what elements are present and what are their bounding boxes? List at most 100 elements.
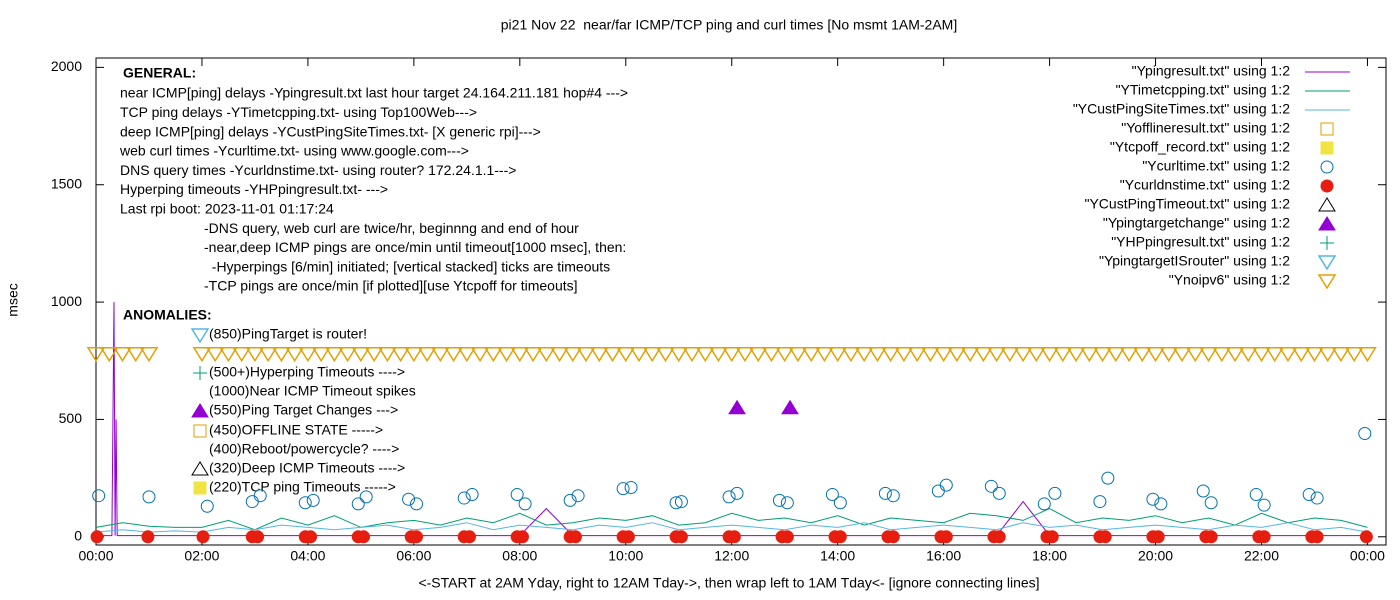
data-point xyxy=(788,346,808,363)
anomaly-marker xyxy=(191,403,209,418)
anomaly-line: (500+)Hyperping Timeouts ----> xyxy=(209,364,405,380)
data-point xyxy=(868,346,887,363)
data-point xyxy=(1358,346,1377,363)
data-point xyxy=(735,346,755,363)
data-point xyxy=(1101,471,1115,485)
data-point xyxy=(1196,484,1210,498)
general-line: near ICMP[ping] delays -Ypingresult.txt … xyxy=(120,85,628,101)
data-point xyxy=(695,346,715,363)
data-point xyxy=(1257,498,1271,512)
data-point xyxy=(833,530,847,544)
legend-label: "YCustPingSiteTimes.txt" using 1:2 xyxy=(1073,101,1290,117)
data-point xyxy=(304,530,318,544)
data-point xyxy=(568,530,582,544)
data-point xyxy=(417,346,437,363)
data-point xyxy=(1132,346,1152,363)
anomaly-line: (450)OFFLINE STATE -----> xyxy=(209,422,383,438)
anomaly-marker xyxy=(191,461,209,476)
general-line: -TCP pings are once/min [if plotted][use… xyxy=(204,278,578,294)
x-tick-label: 10:00 xyxy=(608,548,643,564)
data-point xyxy=(1204,496,1218,510)
legend-label: "Ypingresult.txt" using 1:2 xyxy=(1132,63,1291,79)
data-point xyxy=(550,346,569,363)
data-point xyxy=(139,346,159,363)
anomaly-marker xyxy=(193,481,207,495)
chart-title: pi21 Nov 22 near/far ICMP/TCP ping and c… xyxy=(501,17,957,33)
data-point xyxy=(1159,346,1179,363)
data-point xyxy=(1204,530,1218,544)
data-point xyxy=(589,346,609,363)
data-point xyxy=(841,346,861,363)
data-point xyxy=(470,346,490,363)
data-point xyxy=(616,482,630,496)
x-tick-label: 12:00 xyxy=(714,548,749,564)
legend-label: "Ycurltime.txt" using 1:2 xyxy=(1142,158,1290,174)
x-tick-label: 22:00 xyxy=(1244,548,1279,564)
x-tick-label: 18:00 xyxy=(1032,548,1067,564)
series-line xyxy=(95,522,1368,533)
data-point xyxy=(722,346,742,363)
data-point xyxy=(781,399,799,415)
data-point xyxy=(1040,346,1059,363)
data-point xyxy=(1278,346,1298,363)
data-point xyxy=(934,346,953,363)
y-tick-label: 0 xyxy=(74,527,82,543)
data-point xyxy=(1358,427,1372,441)
data-point xyxy=(391,346,410,363)
data-point xyxy=(878,486,892,500)
data-point xyxy=(780,496,794,510)
data-point xyxy=(727,530,741,544)
data-point xyxy=(1359,530,1373,544)
data-point xyxy=(523,346,543,363)
data-point xyxy=(828,346,848,363)
data-point xyxy=(1252,346,1271,363)
data-point xyxy=(709,346,728,363)
data-point xyxy=(351,497,365,511)
data-point xyxy=(939,530,953,544)
data-point xyxy=(402,492,416,506)
data-point xyxy=(931,484,945,498)
legend-label: "Ytcpoff_record.txt" using 1:2 xyxy=(1110,139,1290,155)
y-axis-label: msec xyxy=(5,283,21,316)
data-point xyxy=(1098,530,1112,544)
anomaly-marker xyxy=(193,424,207,438)
data-point xyxy=(113,346,132,363)
anomaly-line: (1000)Near ICMP Timeout spikes xyxy=(209,383,416,399)
data-point xyxy=(1249,488,1263,502)
data-point xyxy=(825,488,839,502)
data-point xyxy=(603,346,622,363)
data-point xyxy=(1318,346,1338,363)
data-point xyxy=(762,346,781,363)
data-point xyxy=(357,530,371,544)
general-line: DNS query times -Ycurldnstime.txt- using… xyxy=(120,162,516,178)
data-point xyxy=(1291,346,1311,363)
data-point xyxy=(1146,346,1165,363)
data-point xyxy=(457,346,477,363)
data-point xyxy=(1093,346,1112,363)
data-point xyxy=(881,346,901,363)
data-point xyxy=(364,346,384,363)
data-point xyxy=(483,346,503,363)
data-point xyxy=(245,346,265,363)
y-tick-label: 1000 xyxy=(51,293,82,309)
data-point xyxy=(92,489,106,503)
data-point xyxy=(510,346,530,363)
data-point xyxy=(987,346,1006,363)
data-point xyxy=(1305,346,1324,363)
general-line: Hyperping timeouts -YHPpingresult.txt- -… xyxy=(120,181,388,197)
data-point xyxy=(682,346,702,363)
data-point xyxy=(457,491,471,505)
data-point xyxy=(141,530,155,544)
legend-swatch xyxy=(1318,216,1336,231)
data-point xyxy=(258,346,278,363)
data-point xyxy=(1225,346,1245,363)
anomalies-heading: ANOMALIES: xyxy=(123,307,212,323)
data-point xyxy=(410,530,424,544)
data-point xyxy=(974,346,993,363)
data-point xyxy=(1066,346,1086,363)
data-point xyxy=(801,346,821,363)
x-tick-label: 08:00 xyxy=(502,548,537,564)
anomaly-line: (850)PingTarget is router! xyxy=(209,326,367,342)
data-point xyxy=(465,488,479,502)
x-tick-label: 00:00 xyxy=(1350,548,1385,564)
